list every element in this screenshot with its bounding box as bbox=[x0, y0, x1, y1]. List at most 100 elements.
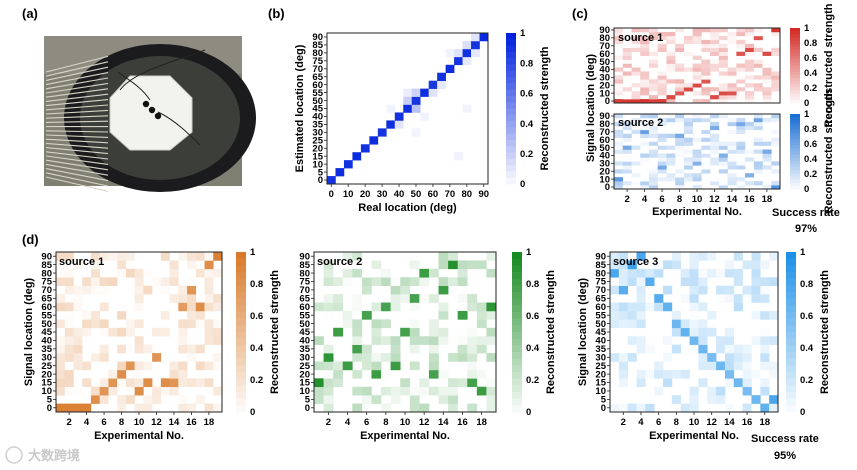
y-tick-label: 70 bbox=[599, 41, 610, 52]
heatmap-cell bbox=[751, 277, 761, 286]
heatmap-cell bbox=[657, 83, 667, 88]
heatmap-cell bbox=[445, 48, 455, 58]
colorbar-segment bbox=[506, 158, 516, 166]
colorbar-segment bbox=[790, 145, 800, 149]
heatmap-cell bbox=[683, 117, 693, 123]
heatmap-cell bbox=[762, 91, 772, 96]
heatmap-cell bbox=[467, 327, 478, 337]
heatmap-cell bbox=[701, 145, 711, 150]
heatmap-cell bbox=[680, 403, 690, 413]
heatmap-cell bbox=[657, 153, 667, 158]
heatmap-cell bbox=[386, 120, 396, 129]
colorbar-segment bbox=[512, 305, 522, 313]
heatmap-cell bbox=[213, 252, 223, 261]
y-tick-label: 80 bbox=[599, 119, 610, 130]
heatmap-cell bbox=[769, 395, 779, 404]
heatmap-cell bbox=[618, 369, 628, 379]
heatmap-cell bbox=[636, 277, 646, 286]
heatmap-cell bbox=[64, 277, 74, 286]
heatmap-cell bbox=[762, 185, 772, 190]
colorbar-segment bbox=[512, 292, 522, 300]
colorbar-segment bbox=[786, 378, 796, 386]
heatmap-cell bbox=[745, 31, 755, 37]
heatmap-cell bbox=[457, 403, 468, 413]
y-tick-label: 90 bbox=[599, 25, 610, 36]
x-axis-label: Experimental No. bbox=[360, 430, 450, 442]
heatmap-cell bbox=[361, 395, 372, 404]
heatmap-cell bbox=[409, 386, 420, 396]
heatmap-cell bbox=[618, 319, 628, 329]
x-axis-label: Experimental No. bbox=[649, 430, 739, 442]
photo-rod bbox=[45, 66, 109, 81]
heatmap-cell bbox=[727, 149, 737, 154]
heatmap-cell bbox=[718, 114, 728, 119]
y-tick-label: 0 bbox=[605, 182, 610, 193]
heatmap-cell bbox=[486, 378, 497, 388]
heatmap-cell bbox=[663, 260, 673, 270]
heatmap-cell bbox=[648, 173, 658, 178]
heatmap-cell bbox=[654, 260, 664, 270]
heatmap-cell bbox=[631, 47, 641, 52]
heatmap-cell bbox=[333, 302, 344, 312]
heatmap-cell bbox=[352, 369, 363, 379]
heatmap-cell bbox=[692, 63, 702, 68]
heatmap-cell bbox=[689, 260, 699, 270]
heatmap-cell bbox=[622, 87, 632, 92]
x-tick-label: 18 bbox=[476, 417, 487, 428]
colorbar-segment bbox=[790, 71, 800, 76]
heatmap-cell bbox=[689, 327, 699, 337]
heatmap-cell bbox=[666, 145, 676, 150]
colorbar-segment bbox=[790, 96, 800, 101]
heatmap-cell bbox=[454, 56, 463, 66]
heatmap-cell bbox=[710, 145, 720, 150]
heatmap-cell bbox=[666, 59, 676, 64]
colorbar-segment bbox=[236, 292, 246, 300]
heatmap-cell bbox=[692, 161, 702, 166]
heatmap-cell bbox=[666, 79, 676, 84]
heatmap-cell bbox=[631, 129, 641, 135]
heatmap-cell bbox=[701, 125, 711, 131]
heatmap-cell bbox=[381, 319, 391, 329]
heatmap-cell bbox=[769, 336, 779, 345]
heatmap-cell bbox=[727, 67, 737, 72]
heatmap-cell bbox=[187, 403, 197, 413]
heatmap-cell bbox=[448, 277, 458, 286]
heatmap-cell bbox=[117, 369, 127, 379]
photo-rod bbox=[45, 168, 109, 182]
heatmap-cell bbox=[618, 252, 628, 261]
heatmap-cell bbox=[187, 252, 197, 261]
y-tick-label: 10 bbox=[299, 386, 310, 397]
y-tick-label: 45 bbox=[312, 104, 323, 115]
heatmap-cell bbox=[125, 344, 135, 354]
colorbar-segment bbox=[790, 93, 800, 98]
heatmap-cell bbox=[618, 268, 628, 278]
heatmap-cell bbox=[195, 310, 205, 320]
heatmap-cell bbox=[369, 136, 379, 145]
heatmap-cell bbox=[727, 181, 737, 186]
heatmap-cell bbox=[736, 125, 746, 131]
heatmap-cell bbox=[143, 403, 153, 413]
colorbar-segment bbox=[786, 285, 796, 293]
photo-rod bbox=[45, 142, 109, 149]
colorbar-segment bbox=[786, 345, 796, 353]
heatmap-cell bbox=[657, 43, 667, 49]
colorbar-segment bbox=[790, 123, 800, 127]
colorbar-tick: 0.8 bbox=[804, 124, 817, 135]
colorbar-segment bbox=[506, 70, 516, 78]
heatmap-cell bbox=[428, 369, 439, 379]
success-rate-value: 95% bbox=[774, 450, 796, 462]
heatmap-cell bbox=[760, 403, 770, 413]
y-tick-label: 35 bbox=[41, 344, 52, 355]
heatmap-cell bbox=[727, 161, 737, 166]
heatmap-cell bbox=[134, 294, 144, 303]
heatmap-cell bbox=[675, 79, 685, 84]
colorbar-segment bbox=[506, 77, 516, 84]
heatmap-cell bbox=[745, 28, 755, 33]
heatmap-cell bbox=[457, 353, 468, 362]
heatmap-cell bbox=[692, 137, 702, 142]
heatmap-cell bbox=[627, 336, 637, 345]
heatmap-cell bbox=[648, 83, 658, 88]
x-tick-label: 14 bbox=[724, 417, 735, 428]
colorbar-tick: 1 bbox=[520, 28, 526, 39]
heatmap-cell bbox=[751, 369, 761, 379]
